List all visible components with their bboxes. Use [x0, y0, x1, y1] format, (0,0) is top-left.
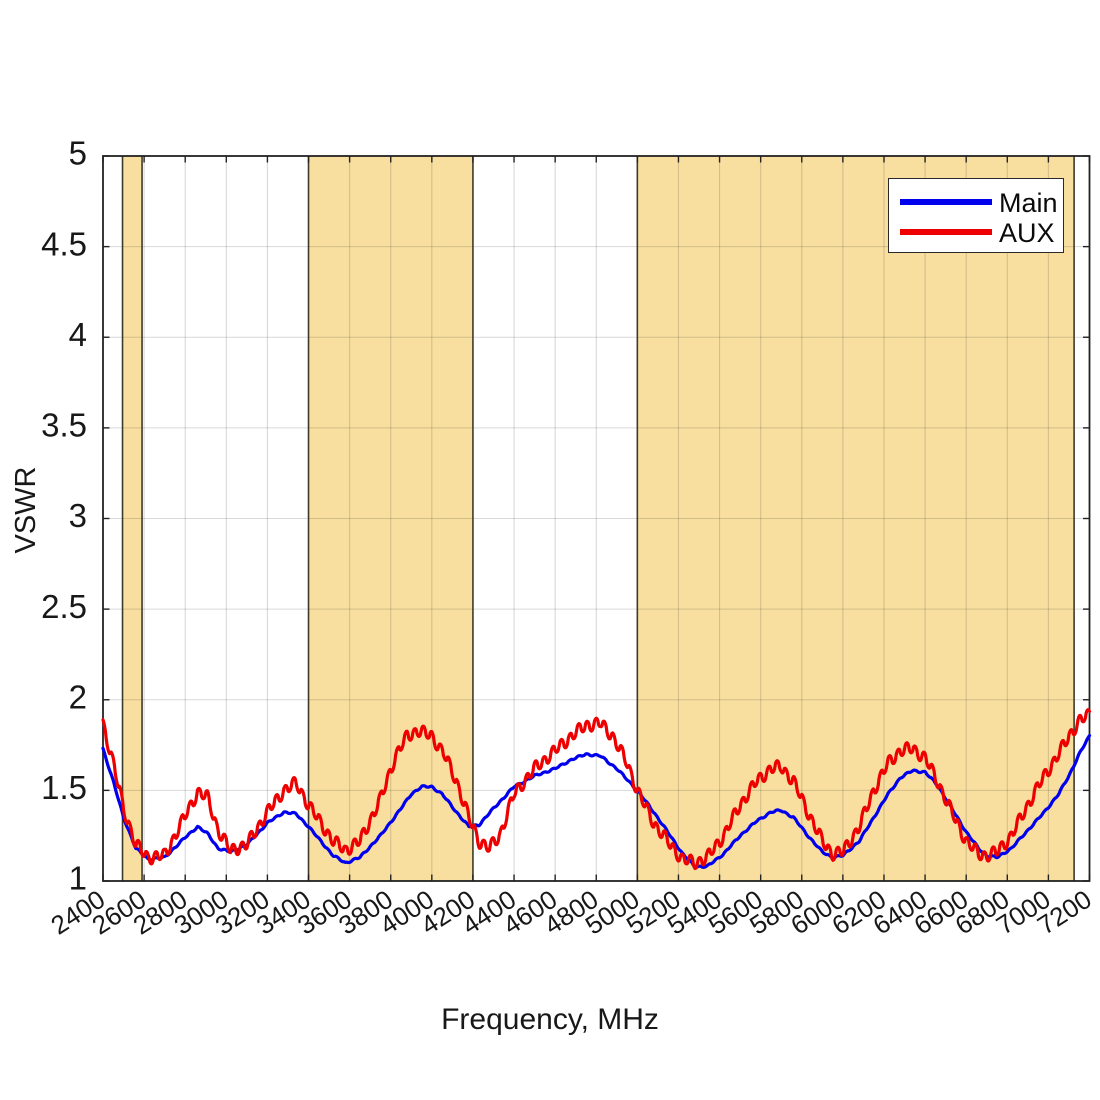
- svg-text:4.5: 4.5: [41, 225, 87, 262]
- svg-text:1.5: 1.5: [41, 769, 87, 806]
- svg-text:3: 3: [69, 497, 87, 534]
- svg-text:2: 2: [69, 678, 87, 715]
- svg-text:4: 4: [69, 316, 87, 353]
- svg-text:5: 5: [69, 135, 87, 172]
